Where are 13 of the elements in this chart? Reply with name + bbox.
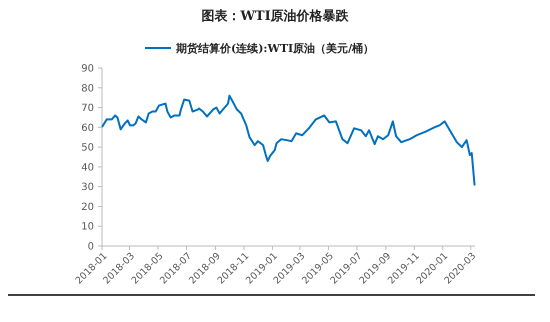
- y-tick-label: 20: [81, 202, 94, 213]
- line-series: [101, 94, 476, 186]
- chart-title: 图表：WTI原油价格暴跌: [201, 9, 350, 24]
- y-tick-label: 40: [81, 162, 94, 174]
- y-tick-label: 10: [81, 222, 94, 233]
- y-tick-label: 90: [81, 64, 94, 74]
- y-tick-label: 80: [81, 83, 94, 94]
- y-tick-label: 70: [81, 103, 94, 114]
- y-tick-label: 30: [81, 182, 94, 194]
- legend-label: 期货结算价(连续):WTI原油（美元/桶）: [175, 42, 374, 55]
- y-tick-label: 50: [81, 142, 94, 154]
- y-tick-label: 0: [88, 242, 94, 252]
- y-tick-label: 60: [81, 122, 94, 134]
